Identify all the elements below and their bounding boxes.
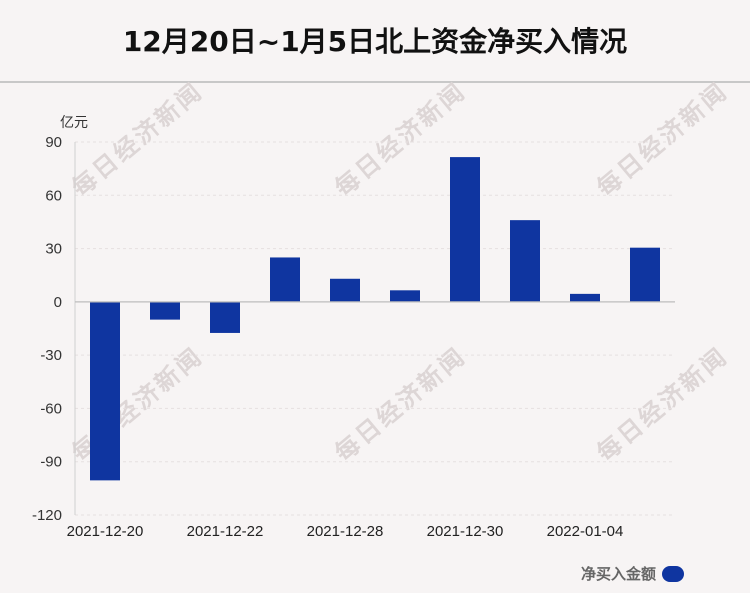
y-tick-label: 90 (45, 134, 62, 151)
legend-label: 净买入金额 (580, 565, 656, 583)
y-tick-label: -60 (40, 400, 62, 417)
y-tick-label: -120 (32, 507, 62, 524)
bar (450, 157, 480, 302)
y-tick-label: 0 (54, 294, 62, 311)
bar (510, 220, 540, 302)
x-tick-label: 2021-12-30 (427, 523, 504, 540)
bar (270, 257, 300, 302)
y-tick-label: 60 (45, 187, 62, 204)
bar (90, 301, 120, 481)
x-tick-label: 2022-01-04 (547, 523, 624, 540)
x-tick-label: 2021-12-20 (67, 523, 144, 540)
x-tick-label: 2021-12-28 (307, 523, 384, 540)
bar (210, 301, 240, 333)
bar (570, 293, 600, 302)
title-divider (0, 81, 750, 83)
bar (390, 290, 420, 302)
bar (150, 301, 180, 320)
y-tick-label: 30 (45, 241, 62, 258)
legend: 净买入金额 (581, 563, 684, 584)
bar (630, 247, 660, 302)
bar (330, 278, 360, 302)
y-axis-unit-label: 亿元 (60, 115, 88, 131)
legend-swatch (662, 565, 684, 582)
y-tick-label: -30 (40, 347, 62, 364)
x-tick-label: 2021-12-22 (187, 523, 264, 540)
chart-title: 12月20日~1月5日北上资金净买入情况 (122, 25, 628, 58)
y-tick-label: -90 (40, 454, 62, 471)
